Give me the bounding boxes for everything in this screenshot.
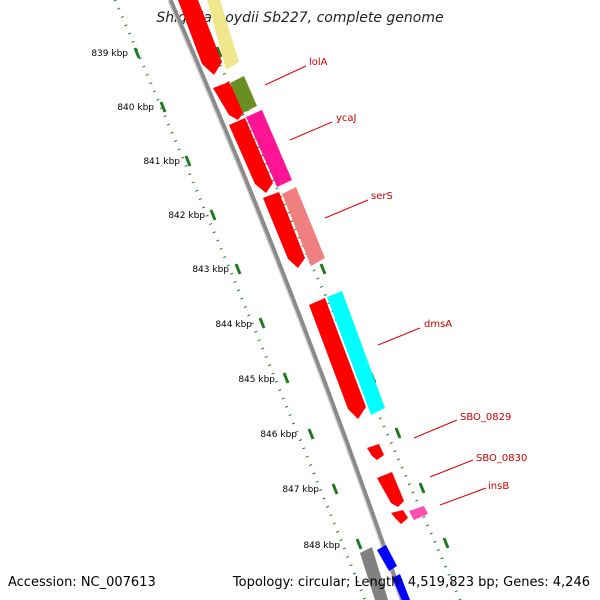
feature-blue: [377, 545, 397, 571]
feature-olive-lola: [230, 76, 257, 113]
ruler-label: 848 kbp: [303, 541, 340, 551]
ruler-tick: [159, 101, 167, 113]
gene-labels: lolA ycaJ serS dmsA SBO_0829 SBO_0830 in…: [309, 57, 527, 492]
ruler-label: 840 kbp: [117, 103, 154, 113]
genome-stats-text: Topology: circular; Length: 4,519,823 bp…: [232, 575, 590, 590]
inner-ruler-ticks: [133, 47, 363, 550]
leader-line: [439, 487, 487, 506]
feature-blue-lower: [392, 574, 410, 600]
genome-backbone: [167, 0, 405, 600]
gene-label-dmsa: dmsA: [424, 319, 452, 330]
reverse-strand-features: [178, 0, 408, 524]
backbone-highlight: [167, 0, 401, 600]
gene-label-ycaj: ycaJ: [336, 113, 357, 124]
feature-pink-insb: [409, 506, 428, 520]
feature-arrow: [178, 0, 222, 75]
gene-label-insb: insB: [488, 481, 509, 492]
leader-line: [377, 327, 421, 346]
feature-arrow: [213, 82, 245, 120]
ruler-tick: [355, 538, 363, 550]
ruler-tick: [331, 483, 339, 495]
accession-text: Accession: NC_007613: [8, 575, 156, 590]
feature-salmon-sers: [282, 187, 325, 266]
label-leader-lines: [264, 65, 487, 506]
ruler-tick: [282, 372, 290, 384]
ruler-tick: [258, 317, 266, 329]
gene-label-sbo-0830: SBO_0830: [476, 453, 527, 464]
ruler-label: 844 kbp: [215, 320, 252, 330]
feature-magenta-ycaj: [246, 110, 292, 187]
ruler-labels: 839 kbp 840 kbp 841 kbp 842 kbp 843 kbp …: [91, 49, 340, 551]
ruler-label: 847 kbp: [282, 485, 319, 495]
forward-strand-features: [207, 0, 428, 600]
feature-arrow: [309, 298, 366, 419]
leader-line: [429, 459, 474, 478]
ruler-tick: [307, 428, 315, 440]
feature-arrow: [377, 472, 404, 507]
feature-arrow: [391, 510, 408, 524]
ruler-label: 846 kbp: [260, 430, 297, 440]
feature-gray: [360, 547, 388, 600]
feature-arrow: [367, 444, 384, 460]
ruler-tick: [394, 427, 402, 439]
leader-line: [324, 199, 369, 219]
ruler-tick: [209, 209, 217, 221]
inner-ruler: [113, 0, 367, 600]
feature-cyan-dmsa: [327, 291, 385, 415]
gene-label-lola: lolA: [309, 57, 328, 68]
ruler-tick: [234, 263, 242, 275]
leader-line: [264, 65, 307, 86]
ruler-tick: [418, 482, 426, 494]
gene-label-sbo-0829: SBO_0829: [460, 412, 511, 423]
feature-yellow: [207, 0, 239, 70]
ruler-label: 845 kbp: [238, 375, 275, 385]
leader-line: [289, 121, 333, 141]
ruler-tick: [184, 155, 192, 167]
map-title: Shigella boydii Sb227, complete genome: [156, 10, 444, 26]
feature-arrow: [229, 118, 273, 193]
ruler-tick: [442, 537, 450, 549]
feature-arrow: [263, 192, 305, 268]
leader-line: [413, 419, 458, 439]
ruler-tick: [133, 47, 141, 59]
ruler-tick: [215, 46, 223, 58]
ruler-tick: [319, 263, 327, 275]
ruler-label: 843 kbp: [192, 265, 229, 275]
ruler-label: 839 kbp: [91, 49, 128, 59]
gene-label-sers: serS: [371, 191, 393, 202]
ruler-label: 841 kbp: [143, 157, 180, 167]
ruler-label: 842 kbp: [168, 211, 205, 221]
